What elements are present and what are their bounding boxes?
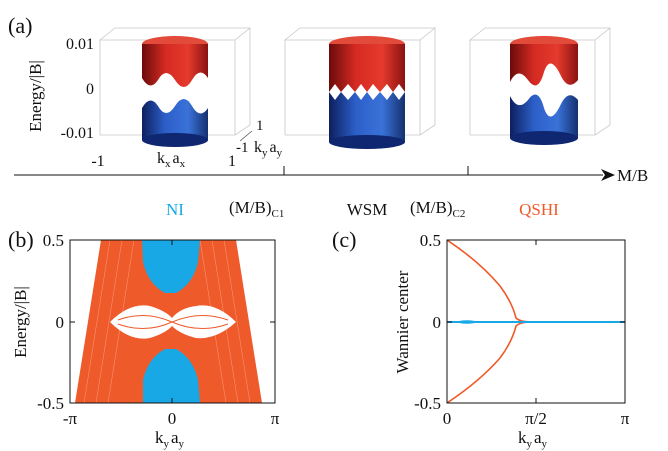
panel-c-ytick: 0.5 [420,231,441,250]
wannier-blip [458,320,476,324]
wannier-plot [447,240,625,403]
critical-point-c1: (M/B)C1 [229,198,284,220]
panel-b-ytick: 0 [56,313,65,332]
panel-a: (a) Energy/|B| 0.01 0 -0.01 -1 1 kx ax -1… [8,13,648,220]
panel-c-ticks [447,240,625,403]
panel-c-xtick: π [621,409,630,428]
panel-c-label: (c) [332,227,356,252]
bands-wsm [329,36,405,149]
panel-a-ky-label: -1 1 ky ay [236,118,283,159]
panel-b-xlabel: ky ay [155,428,185,450]
panel-a-label: (a) [8,13,32,38]
panel-a-ytick: 0 [86,81,94,98]
panel-b-ticks [70,240,275,403]
phase-wsm-label: WSM [347,200,388,219]
panel-a-xtick: 1 [228,153,236,170]
panel-b: (b) Energy/|B| 0.5 0 -0.5 -π 0 π ky ay [8,227,280,450]
panel-c-ylabel: Wannier center [393,270,412,373]
svg-text:1: 1 [256,118,264,134]
panel-b-ytick: -0.5 [37,394,64,413]
wannier-curve-lower [447,321,625,403]
panel-a-kx-label: kx ax [157,150,186,170]
wannier-curve-upper [447,240,625,323]
panel-c-ytick: -0.5 [414,394,441,413]
panel-c-xtick: π/2 [525,409,547,428]
panel-a-ylabel: Energy/|B| [26,60,45,132]
svg-text:-1: -1 [236,140,249,156]
panel-b-ylabel: Energy/|B| [11,286,30,358]
panel-b-xtick: 0 [168,409,177,428]
bulk-band-blue [143,349,200,403]
panel-c-xlabel: ky ay [518,428,548,450]
bands-ni [142,36,208,147]
panel-c-ytick: 0 [433,313,442,332]
panel-b-ytick: 0.5 [43,231,64,250]
bulk-band-blue [142,240,200,293]
edge-state-curves [117,315,229,329]
panel-a-xtick: -1 [91,153,104,170]
bands-qshi [510,36,578,145]
panel-b-label: (b) [8,227,34,252]
panel-c: (c) Wannier center 0.5 0 -0.5 0 π/2 π ky… [332,227,630,450]
panel-c-xtick: 0 [443,409,452,428]
phase-axis-label: M/B [617,166,648,185]
ribbon-spectrum [75,240,262,403]
critical-point-c2: (M/B)C2 [410,198,465,220]
phase-ni-label: NI [166,200,184,219]
panel-a-ytick: -0.01 [61,125,94,142]
panel-b-xtick: -π [63,409,78,428]
phase-qshi-label: QSHI [519,200,559,219]
panel-a-ytick: 0.01 [66,36,94,53]
phase-axis: M/B [14,166,648,185]
panel-b-xtick: π [271,409,280,428]
